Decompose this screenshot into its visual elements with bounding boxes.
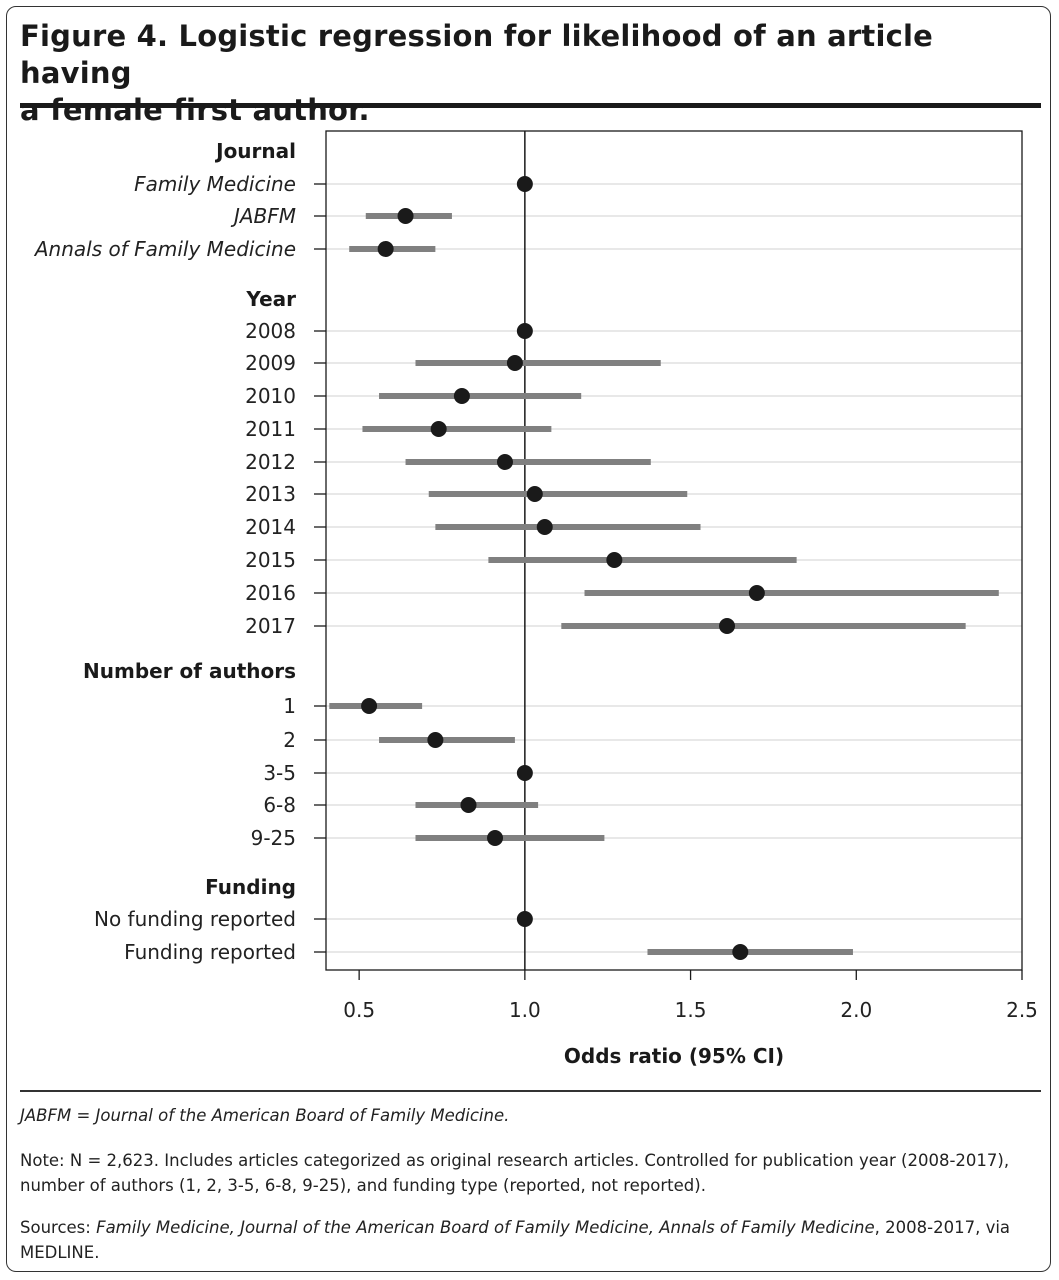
row-label: 2015 bbox=[245, 548, 296, 572]
group-header: Funding bbox=[205, 875, 296, 899]
forest-plot: Journal Family Medicine JABFM Annals of Fam… bbox=[33, 130, 1038, 1068]
plot-border bbox=[325, 130, 1023, 971]
sources-text: Sources: Family Medicine, Journal of the… bbox=[20, 1215, 1045, 1265]
abbrev-term: JABFM bbox=[20, 1106, 72, 1125]
group-header: Year bbox=[245, 287, 296, 311]
odds-ratio-point bbox=[487, 830, 504, 846]
group-header: Number of authors bbox=[83, 659, 296, 683]
odds-ratio-point bbox=[516, 911, 533, 927]
note-text: Note: N = 2,623. Includes articles categ… bbox=[20, 1151, 1010, 1195]
x-tick-label: 2.0 bbox=[840, 998, 872, 1022]
odds-ratio-point bbox=[516, 765, 533, 781]
odds-ratio-point bbox=[719, 618, 736, 634]
row-label: Annals of Family Medicine bbox=[33, 237, 296, 261]
row-label: JABFM bbox=[230, 204, 296, 228]
odds-ratio-point bbox=[748, 585, 765, 601]
odds-ratio-point bbox=[516, 323, 533, 339]
x-axis-title: Odds ratio (95% CI) bbox=[564, 1044, 784, 1068]
odds-ratio-point bbox=[430, 421, 447, 437]
row-label: Funding reported bbox=[124, 940, 296, 964]
figure-title: Figure 4. Logistic regression for likeli… bbox=[20, 18, 1020, 129]
title-line-2: a female first author. bbox=[20, 93, 370, 127]
odds-ratio-point bbox=[536, 519, 553, 535]
figure-frame bbox=[6, 6, 1051, 1272]
x-tick-label: 1.5 bbox=[675, 998, 707, 1022]
row-label: 2017 bbox=[245, 614, 296, 638]
row-label: No funding reported bbox=[94, 907, 296, 931]
row-label: 1 bbox=[283, 694, 296, 718]
title-line-1: Figure 4. Logistic regression for likeli… bbox=[20, 19, 934, 90]
odds-ratio-point bbox=[506, 355, 523, 371]
group-header: Journal bbox=[214, 139, 296, 163]
row-label: 2008 bbox=[245, 319, 296, 343]
odds-ratio-point bbox=[453, 388, 470, 404]
odds-ratio-point bbox=[460, 797, 477, 813]
row-label: 9-25 bbox=[251, 826, 296, 850]
row-label: 3-5 bbox=[263, 761, 296, 785]
row-label: 2014 bbox=[245, 515, 296, 539]
odds-ratio-point bbox=[397, 208, 414, 224]
x-tick-label: 0.5 bbox=[343, 998, 375, 1022]
odds-ratio-point bbox=[516, 176, 533, 192]
title-rule bbox=[20, 103, 1041, 108]
sources-suffix: , 2008-2017, via MEDLINE. bbox=[20, 1218, 1011, 1262]
abbreviation-note: JABFM = Journal of the American Board of… bbox=[20, 1103, 1045, 1128]
row-label: 2011 bbox=[245, 417, 296, 441]
row-label: 2012 bbox=[245, 450, 296, 474]
odds-ratio-point bbox=[377, 241, 394, 257]
odds-ratio-point bbox=[526, 486, 543, 502]
row-label: 2016 bbox=[245, 581, 296, 605]
x-tick-label: 2.5 bbox=[1006, 998, 1038, 1022]
odds-ratio-point bbox=[361, 698, 378, 714]
x-tick-label: 1.0 bbox=[509, 998, 541, 1022]
row-label: 6-8 bbox=[263, 793, 296, 817]
odds-ratio-point bbox=[427, 732, 444, 748]
row-label: 2 bbox=[283, 728, 296, 752]
abbrev-definition: = Journal of the American Board of Famil… bbox=[71, 1106, 510, 1125]
row-label: Family Medicine bbox=[134, 172, 296, 196]
row-label: 2013 bbox=[245, 482, 296, 506]
row-label: 2010 bbox=[245, 384, 296, 408]
footnote-rule bbox=[20, 1090, 1041, 1092]
row-label: 2009 bbox=[245, 351, 296, 375]
sources-list: Family Medicine, Journal of the American… bbox=[96, 1218, 875, 1237]
odds-ratio-point bbox=[496, 454, 513, 470]
odds-ratio-point bbox=[606, 552, 623, 568]
sources-prefix: Sources: bbox=[20, 1218, 97, 1237]
odds-ratio-point bbox=[732, 944, 749, 960]
